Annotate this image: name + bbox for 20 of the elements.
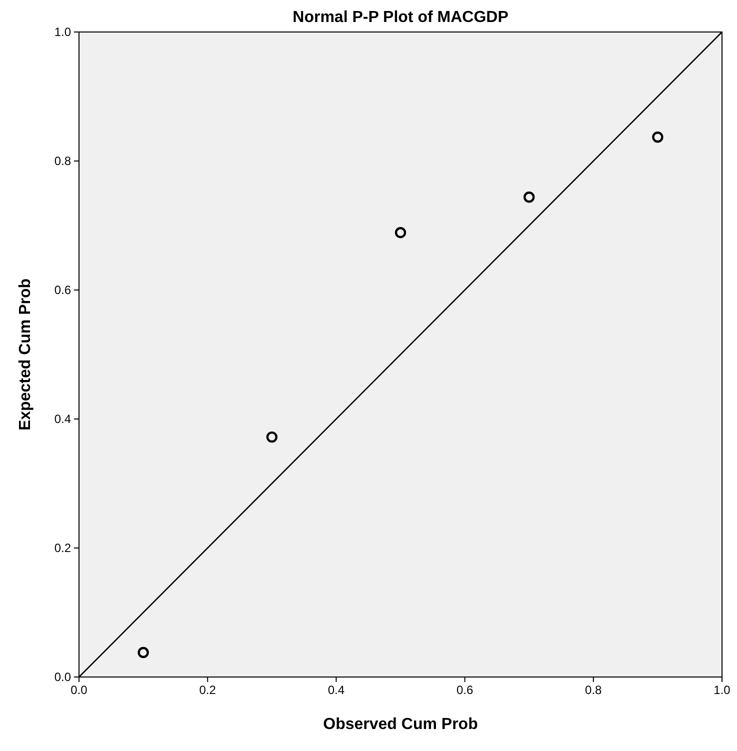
x-tick-label: 1.0 (714, 683, 731, 697)
y-tick-label: 0.4 (54, 412, 72, 426)
x-axis-title: Observed Cum Prob (323, 716, 478, 733)
point (138, 646, 149, 658)
point (266, 431, 278, 443)
y-tick-label: 0.6 (54, 283, 72, 297)
y-tick-label: 0.0 (54, 670, 72, 684)
point (652, 132, 664, 143)
y-axis-title: Expected Cum Prob (17, 278, 34, 431)
y-tick-label: 0.8 (54, 154, 72, 168)
y-tick-label: 1.0 (54, 25, 72, 39)
x-tick-label: 0.8 (585, 683, 602, 697)
x-tick-label: 0.4 (328, 683, 345, 697)
point (524, 192, 535, 203)
chart-title: Normal P-P Plot of MACGDP (292, 9, 509, 26)
x-tick-label: 0.2 (199, 683, 216, 697)
x-tick-label: 0.0 (70, 683, 88, 697)
point (394, 226, 406, 238)
x-tick-label: 0.6 (456, 683, 474, 697)
y-tick-label: 0.2 (54, 541, 72, 555)
